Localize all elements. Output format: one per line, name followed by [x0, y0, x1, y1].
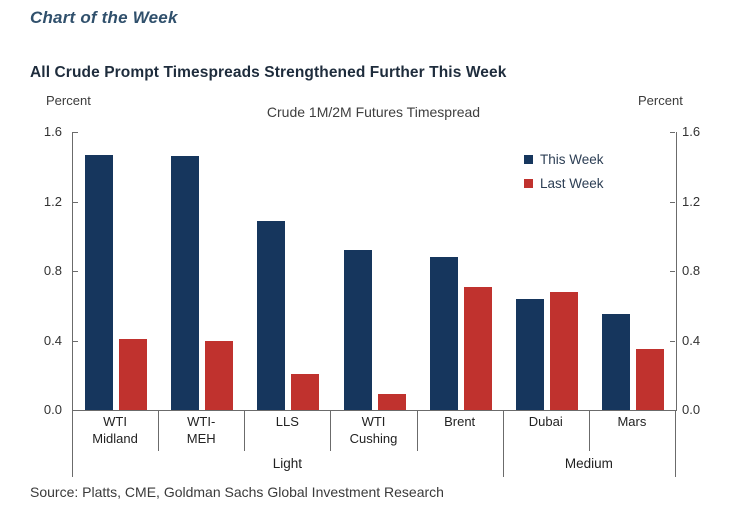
legend-item-this-week: This Week — [524, 152, 604, 167]
legend-marker-last-week-icon — [524, 179, 533, 188]
group-label-light: Light — [272, 456, 302, 471]
x-category-label-wti-cushing: WTI Cushing — [349, 414, 398, 446]
y-tick-mark-left — [73, 201, 78, 203]
left-axis-unit-label: Percent — [46, 93, 91, 108]
bar-last-week-wti-cushing — [377, 394, 406, 410]
bar-last-week-wti-meh — [205, 340, 234, 410]
source-note: Source: Platts, CME, Goldman Sachs Globa… — [30, 484, 444, 500]
y-tick-mark-right — [670, 410, 675, 411]
bar-this-week-wti-cushing — [343, 250, 372, 410]
bar-this-week-dubai — [515, 298, 544, 410]
bar-this-week-wti-meh — [171, 156, 200, 410]
legend-label-this-week: This Week — [540, 152, 604, 167]
bar-last-week-wti-midland — [119, 338, 148, 410]
y-tick-mark-left — [73, 132, 78, 133]
legend: This Week Last Week — [524, 152, 604, 200]
chart-headline: All Crude Prompt Timespreads Strengthene… — [30, 64, 507, 81]
y-tick-label-right-1.6: 1.6 — [682, 124, 701, 139]
x-category-label-wti-midland: WTI Midland — [92, 414, 138, 446]
legend-item-last-week: Last Week — [524, 176, 604, 191]
y-tick-label-right-0.0: 0.0 — [682, 402, 701, 417]
group-separator — [502, 410, 504, 477]
y-tick-mark-left — [73, 410, 78, 411]
bar-last-week-lls — [291, 373, 320, 410]
right-axis-unit-label: Percent — [638, 93, 683, 108]
bar-this-week-mars — [601, 314, 630, 410]
category-separator — [158, 410, 160, 451]
x-category-label-brent: Brent — [444, 414, 476, 429]
bar-this-week-lls — [257, 220, 286, 410]
legend-label-last-week: Last Week — [540, 176, 604, 191]
x-category-label-wti-meh: WTI- MEH — [186, 414, 216, 446]
category-separator — [330, 410, 332, 451]
y-tick-mark-right — [670, 340, 675, 342]
plot-area — [72, 132, 677, 411]
y-tick-label-left-0.0: 0.0 — [43, 402, 62, 417]
plot-title: Crude 1M/2M Futures Timespread — [266, 104, 481, 120]
group-label-medium: Medium — [564, 456, 613, 471]
y-tick-mark-left — [73, 271, 78, 272]
bar-this-week-wti-midland — [85, 154, 114, 410]
bar-last-week-mars — [635, 349, 664, 410]
y-tick-label-right-0.8: 0.8 — [682, 263, 701, 278]
y-tick-label-left-0.8: 0.8 — [43, 263, 62, 278]
group-separator — [72, 410, 73, 477]
x-category-label-lls: LLS — [275, 414, 299, 429]
y-tick-mark-right — [670, 132, 675, 133]
group-separator — [675, 410, 676, 477]
y-tick-label-left-1.6: 1.6 — [43, 124, 62, 139]
bar-this-week-brent — [429, 257, 458, 410]
y-tick-mark-right — [670, 271, 675, 272]
x-category-label-mars: Mars — [617, 414, 647, 429]
page-title: Chart of the Week — [30, 8, 178, 27]
category-separator — [244, 410, 246, 451]
bar-last-week-brent — [463, 286, 492, 410]
y-tick-label-left-0.4: 0.4 — [43, 332, 62, 348]
category-separator — [416, 410, 418, 451]
category-separator — [588, 410, 590, 451]
y-tick-mark-left — [73, 340, 78, 342]
x-category-label-dubai: Dubai — [528, 414, 563, 429]
bar-last-week-dubai — [549, 291, 578, 410]
y-tick-mark-right — [670, 201, 675, 203]
legend-marker-this-week-icon — [524, 155, 533, 164]
y-tick-label-right-0.4: 0.4 — [682, 332, 701, 348]
y-tick-label-left-1.2: 1.2 — [43, 193, 62, 209]
y-tick-label-right-1.2: 1.2 — [682, 193, 701, 209]
